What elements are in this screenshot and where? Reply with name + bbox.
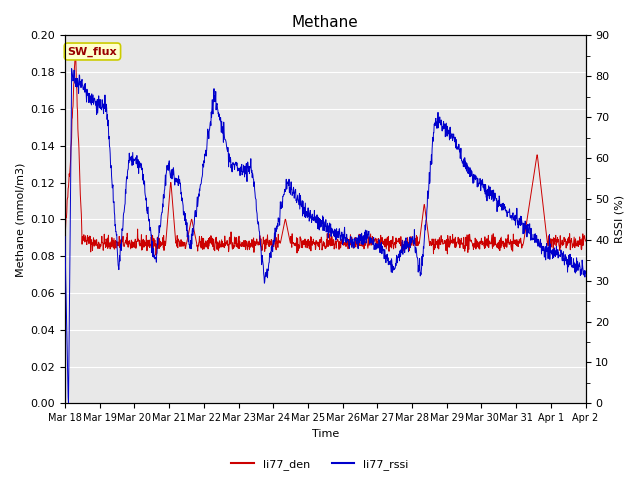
Y-axis label: RSSI (%): RSSI (%) [615,195,625,243]
Text: SW_flux: SW_flux [68,47,117,57]
X-axis label: Time: Time [312,429,339,439]
Title: Methane: Methane [292,15,358,30]
Legend: li77_den, li77_rssi: li77_den, li77_rssi [227,455,413,474]
Y-axis label: Methane (mmol/m3): Methane (mmol/m3) [15,162,25,276]
